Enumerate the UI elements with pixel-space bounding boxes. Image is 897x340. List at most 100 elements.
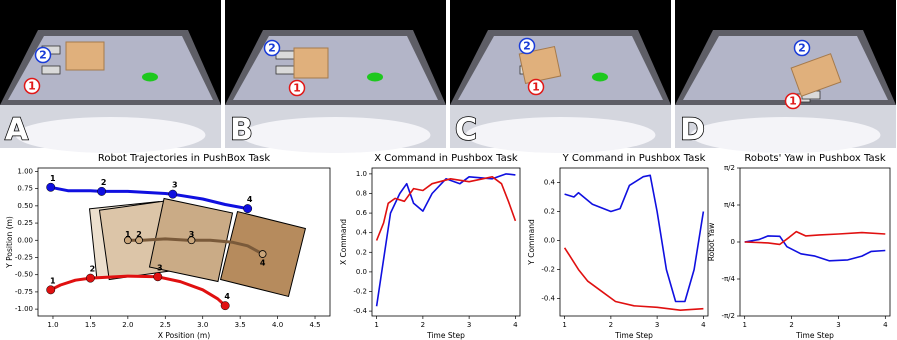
goal [592, 72, 608, 82]
waypoint-label: 2 [101, 178, 107, 187]
x-tick-label: 4 [701, 321, 706, 329]
waypoint-label: 1 [50, 276, 56, 285]
y-axis-label: Y Command [527, 219, 536, 266]
waypoint [243, 204, 253, 214]
y-tick-label: -0.50 [15, 271, 33, 279]
scene-panel: 2 1 A [0, 0, 221, 153]
plot-frame [559, 167, 709, 317]
y-tick-label: 0.50 [17, 202, 33, 210]
robot-label-circle [288, 79, 306, 97]
waypoint [168, 189, 178, 199]
series-line [744, 230, 886, 246]
chart-title: Robots' Yaw in Pushbox Task [744, 153, 885, 164]
panel-letter: C [455, 113, 477, 148]
arena-floor [233, 36, 438, 100]
y-tick-label: -0.2 [541, 266, 555, 274]
y-tick-label: 0.75 [17, 185, 33, 193]
x-tick-label: 2.5 [160, 321, 171, 329]
waypoint-label: 4 [260, 259, 266, 268]
x-tick-label: 2 [789, 321, 793, 329]
y-tick-label: -0.4 [541, 295, 555, 303]
chart: Robots' Yaw in Pushbox Task Time Step Robo… [707, 153, 891, 340]
waypoint [46, 182, 56, 192]
y-tick-label: 0.2 [544, 208, 555, 216]
scene-panel: 2 1 B [225, 0, 446, 153]
x-tick-label: 3 [655, 321, 659, 329]
series-line [744, 235, 886, 262]
y-tick-label: 1.0 [356, 170, 367, 178]
robot-label-circle [263, 39, 281, 57]
chart-title: X Command in Pushbox Task [374, 153, 518, 164]
x-tick-label: 3.0 [197, 321, 208, 329]
y-axis-label: Robot Yaw [707, 223, 716, 261]
x-tick-label: 4 [883, 321, 888, 329]
plot-frame [371, 167, 521, 317]
waypoint-label: 4 [247, 195, 253, 204]
arena-floor [683, 36, 888, 100]
waypoint-label: 2 [90, 265, 96, 274]
y-tick-label: π/2 [724, 164, 735, 172]
y-tick-label: -1.00 [15, 305, 33, 313]
y-tick-label: 0 [731, 238, 735, 246]
panel-letter: A [5, 113, 29, 148]
x-axis-label: Time Step [614, 331, 653, 340]
x-tick-label: 1 [562, 321, 566, 329]
y-tick-label: 0.6 [356, 209, 368, 217]
waypoint [123, 236, 132, 245]
chart-title: Y Command in Pushbox Task [562, 153, 706, 164]
robot-label: 2 [798, 42, 806, 55]
scene-panel: 2 1 D [675, 0, 896, 153]
series-line [375, 173, 516, 307]
box [65, 41, 105, 71]
x-axis-label: Time Step [426, 331, 465, 340]
y-axis-label: Y Position (m) [5, 216, 14, 269]
waypoint [135, 236, 143, 245]
robot-label-circle [793, 39, 811, 57]
y-tick-label: 0.0 [544, 237, 555, 245]
series-line [375, 176, 517, 241]
robot-label: 1 [789, 95, 797, 108]
waypoint [220, 301, 230, 311]
floor-glow [240, 117, 431, 153]
y-tick-label: 0.0 [356, 268, 367, 276]
waypoint-label: 1 [50, 174, 56, 183]
x-tick-label: 1.0 [47, 321, 58, 329]
goal [142, 72, 158, 82]
waypoint-label: 3 [172, 181, 178, 190]
x-tick-label: 3 [467, 321, 471, 329]
y-tick-label: 0.00 [17, 236, 33, 244]
robot-label-circle [784, 92, 802, 110]
goal [367, 72, 383, 82]
x-tick-label: 4.0 [272, 321, 283, 329]
chart: X Command in Pushbox Task Time Step X Comm… [339, 153, 521, 340]
robot-label: 2 [39, 49, 47, 62]
y-tick-label: 0.4 [544, 179, 556, 187]
robot-label-circle [34, 46, 52, 64]
floor-glow [690, 117, 881, 153]
y-tick-label: -π/4 [721, 275, 735, 283]
robot-label-circle [23, 77, 41, 95]
y-tick-label: 1.00 [17, 167, 33, 175]
arena-floor [458, 36, 663, 100]
robot-label: 2 [523, 40, 531, 53]
chart: Robot Trajectories in PushBox Task X Posi… [5, 153, 331, 340]
chart-title: Robot Trajectories in PushBox Task [98, 153, 271, 164]
panel-letter: B [230, 113, 253, 148]
chart: Y Command in Pushbox Task Time Step Y Comm… [527, 153, 709, 340]
panel-letter: D [680, 113, 705, 148]
series-line [127, 237, 264, 256]
series-line [564, 174, 705, 303]
waypoint-label: 2 [136, 230, 142, 239]
y-tick-label: -0.25 [15, 253, 33, 261]
floor-glow [15, 117, 206, 153]
y-tick-label: -π/2 [721, 312, 735, 320]
waypoint [187, 236, 196, 245]
robot-label: 1 [293, 82, 301, 95]
x-tick-label: 2 [421, 321, 425, 329]
waypoint-label: 4 [224, 292, 230, 301]
waypoint [153, 272, 163, 282]
plot-frame [37, 167, 331, 317]
x-axis-label: Time Step [795, 331, 834, 340]
robot-label: 1 [28, 80, 36, 93]
plot-frame [739, 167, 891, 317]
